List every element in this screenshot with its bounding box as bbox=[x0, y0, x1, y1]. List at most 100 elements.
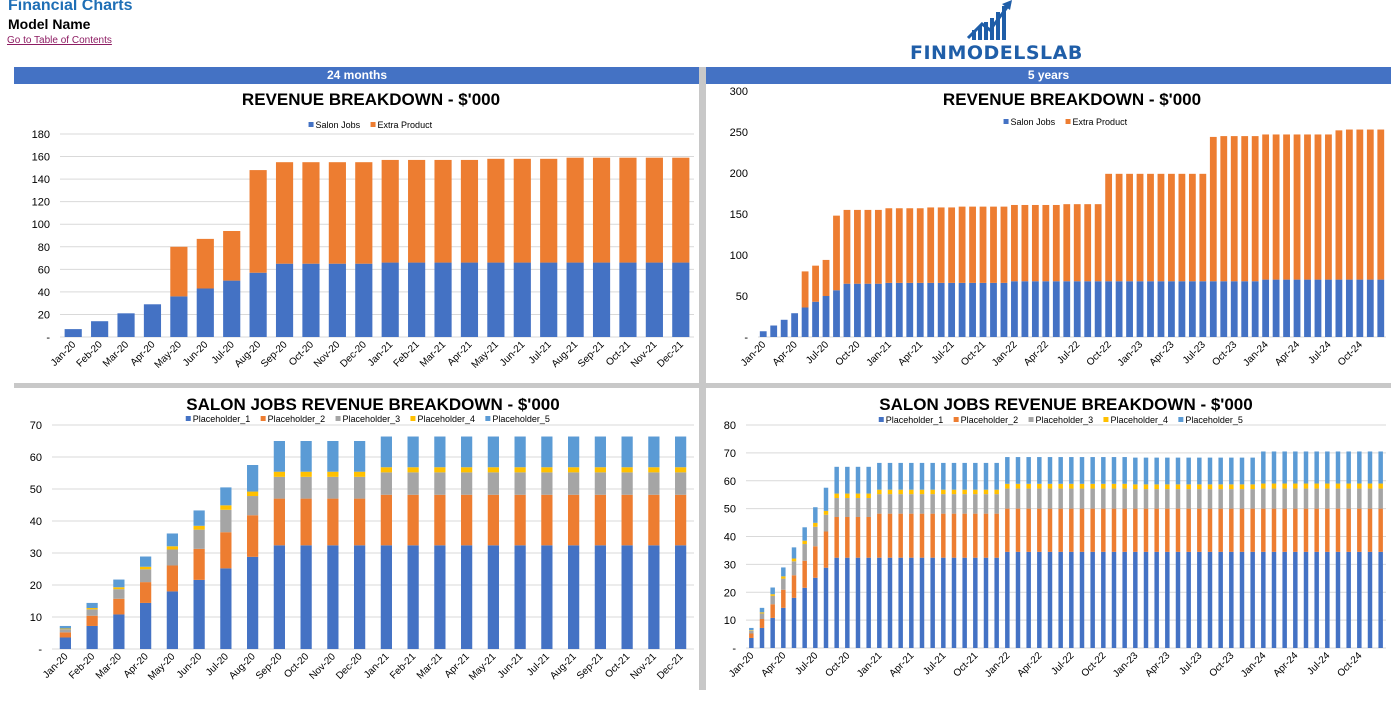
bar-segment bbox=[1346, 483, 1351, 489]
bar-segment bbox=[1015, 488, 1021, 509]
bar-segment bbox=[1154, 457, 1159, 485]
bar-segment bbox=[1105, 173, 1113, 282]
bar-segment bbox=[855, 466, 861, 494]
x-tick-label: Jan-21 bbox=[865, 339, 895, 369]
bar-segment bbox=[866, 557, 871, 648]
x-tick-label: Mar-20 bbox=[94, 651, 124, 681]
bar-segment bbox=[1282, 508, 1287, 552]
x-tick-label: Jul-24 bbox=[1307, 339, 1334, 366]
bar-segment bbox=[1105, 281, 1113, 337]
bar-segment bbox=[566, 157, 584, 263]
bar-segment bbox=[1165, 508, 1170, 552]
bar-segment bbox=[864, 209, 872, 284]
bar-segment bbox=[898, 557, 903, 648]
bar-segment bbox=[1133, 484, 1138, 490]
bar-segment bbox=[327, 476, 339, 499]
bar-segment bbox=[1047, 457, 1053, 484]
bar-segment bbox=[675, 472, 687, 495]
bar-segment bbox=[994, 462, 999, 490]
y-tick-label: 30 bbox=[30, 548, 42, 560]
bar-segment bbox=[541, 472, 553, 495]
bar-segment bbox=[770, 617, 775, 648]
x-tick-label: Apr-23 bbox=[1148, 339, 1177, 368]
bar-segment bbox=[193, 548, 205, 580]
bar-segment bbox=[916, 282, 924, 337]
bar-segment bbox=[877, 489, 882, 495]
bar-segment bbox=[749, 633, 754, 638]
bar-segment bbox=[941, 513, 946, 558]
bar-segment bbox=[1262, 134, 1270, 280]
bar-segment bbox=[1058, 508, 1063, 552]
bar-segment bbox=[380, 436, 392, 468]
bar-segment bbox=[1218, 508, 1223, 552]
bar-segment bbox=[273, 545, 285, 649]
bar-segment bbox=[1197, 489, 1202, 509]
bar-segment bbox=[380, 467, 392, 473]
bar-segment bbox=[1239, 484, 1245, 490]
bar-segment bbox=[855, 557, 861, 648]
bar-segment bbox=[1094, 204, 1102, 282]
chart-title: SALON JOBS REVENUE BREAKDOWN - $'000 bbox=[879, 395, 1252, 414]
bar-segment bbox=[1037, 483, 1042, 489]
bar-segment bbox=[866, 516, 871, 558]
bar-segment bbox=[1122, 488, 1127, 509]
bar-segment bbox=[140, 569, 152, 583]
bar-segment bbox=[1005, 551, 1010, 648]
bar-segment bbox=[1165, 551, 1170, 648]
bar-segment bbox=[887, 462, 893, 490]
x-tick-label: Jun-21 bbox=[498, 339, 528, 369]
y-tick-label: 140 bbox=[32, 174, 50, 186]
bar-segment bbox=[434, 436, 446, 468]
bar-segment bbox=[1325, 134, 1332, 280]
bar-segment bbox=[1101, 483, 1106, 489]
bar-segment bbox=[1165, 457, 1170, 485]
bar-segment bbox=[380, 472, 392, 495]
bar-segment bbox=[300, 476, 312, 499]
table-of-contents-link[interactable]: Go to Table of Contents bbox=[7, 35, 112, 46]
bar-segment bbox=[1186, 457, 1191, 485]
bar-segment bbox=[1325, 508, 1330, 552]
bar-segment bbox=[540, 158, 558, 263]
bar-segment bbox=[672, 157, 690, 263]
bar-segment bbox=[166, 591, 178, 649]
bar-segment bbox=[749, 627, 754, 631]
bar-segment bbox=[354, 471, 366, 477]
bar-segment bbox=[1377, 129, 1385, 280]
bar-segment bbox=[958, 206, 966, 283]
bar-segment bbox=[1303, 551, 1309, 648]
y-tick-label: 160 bbox=[32, 152, 50, 164]
bar-segment bbox=[1261, 483, 1266, 489]
bar-segment bbox=[1133, 489, 1138, 509]
bar-segment bbox=[1143, 484, 1149, 490]
bar-segment bbox=[675, 494, 687, 546]
bar-segment bbox=[1199, 173, 1207, 282]
bar-segment bbox=[1026, 483, 1031, 489]
bar-segment bbox=[1250, 508, 1255, 552]
x-tick-label: Jul-22 bbox=[1055, 339, 1082, 366]
x-tick-label: Feb-20 bbox=[67, 651, 97, 681]
bar-segment bbox=[223, 230, 241, 281]
bar-segment bbox=[791, 313, 799, 337]
bar-segment bbox=[354, 476, 366, 499]
bar-segment bbox=[1197, 508, 1202, 552]
bar-segment bbox=[791, 558, 797, 562]
bar-segment bbox=[1367, 451, 1373, 484]
legend-swatch bbox=[1178, 417, 1184, 422]
bar-segment bbox=[885, 282, 893, 337]
bar-segment bbox=[1175, 508, 1181, 552]
x-tick-label: Jan-20 bbox=[49, 339, 79, 369]
bar-segment bbox=[328, 263, 346, 337]
x-tick-label: May-20 bbox=[153, 339, 185, 371]
bar-segment bbox=[621, 436, 633, 468]
bar-segment bbox=[1031, 281, 1039, 337]
bar-segment bbox=[1367, 483, 1373, 489]
bar-segment bbox=[1271, 508, 1277, 552]
legend-label: Placeholder_3 bbox=[1036, 415, 1094, 425]
legend-label: Placeholder_4 bbox=[1110, 415, 1168, 425]
bar-segment bbox=[1293, 508, 1298, 552]
bar-segment bbox=[1366, 279, 1374, 337]
x-tick-label: Jul-21 bbox=[930, 339, 957, 366]
bar-segment bbox=[1367, 551, 1373, 648]
bar-segment bbox=[1090, 551, 1095, 648]
